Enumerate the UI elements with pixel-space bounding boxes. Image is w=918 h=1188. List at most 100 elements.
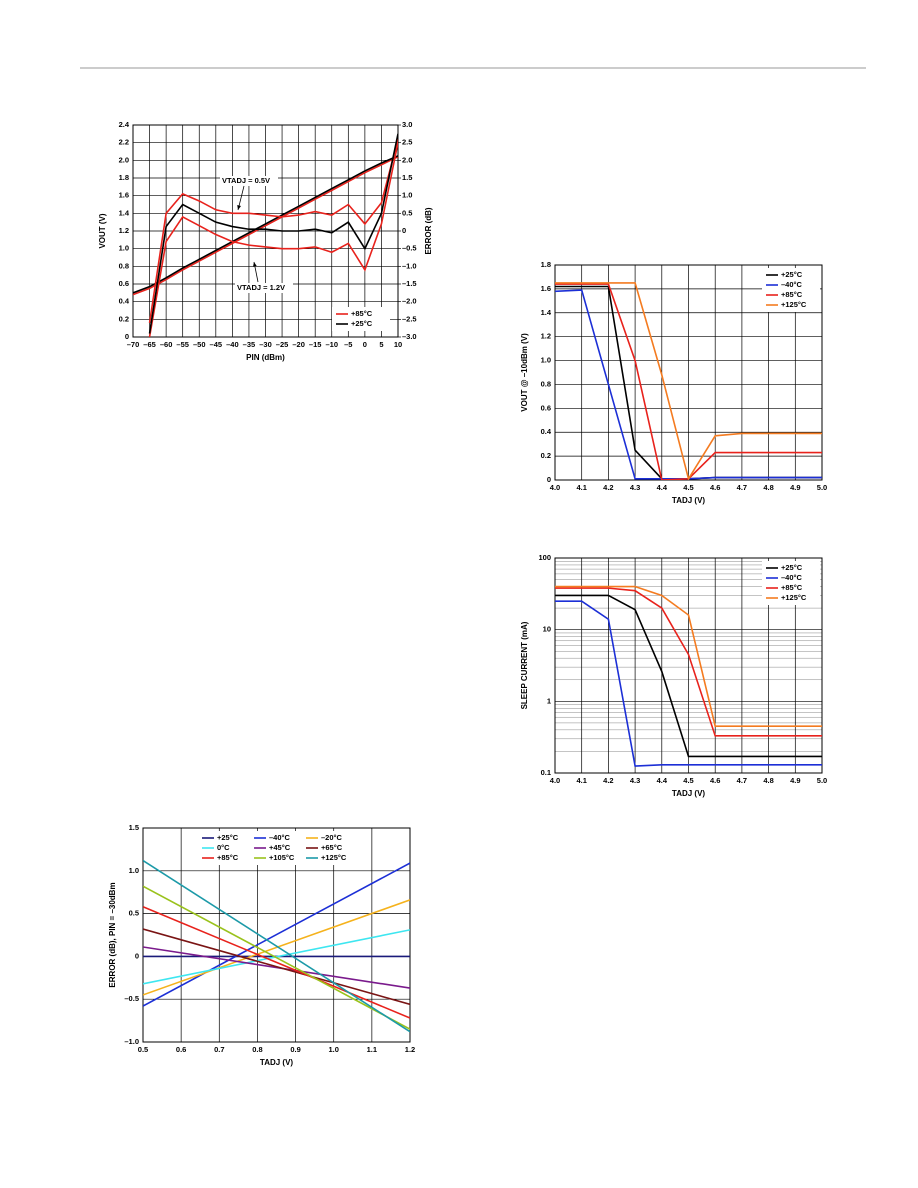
annotation-arrowhead: [252, 262, 257, 267]
y2-tick-label: 2.5: [402, 138, 412, 147]
y-axis-label: VOUT @ –10dBm (V): [520, 333, 529, 412]
y2-tick-label: –0.5: [402, 244, 417, 253]
legend-label: +25°C: [781, 563, 803, 572]
series-line: [148, 138, 398, 323]
x-tick-label: –65: [143, 340, 156, 349]
x-tick-label: 5.0: [817, 776, 827, 785]
x-tick-label: –60: [160, 340, 173, 349]
y-tick-label: 2.2: [119, 138, 129, 147]
legend-label: +65°C: [321, 843, 343, 852]
y-tick-label: 1.2: [119, 226, 129, 235]
x-tick-label: 5: [379, 340, 383, 349]
x-tick-label: 4.8: [763, 483, 773, 492]
y-tick-label: –0.5: [124, 994, 139, 1003]
plot-frame: [142, 827, 411, 1043]
x-tick-label: 4.1: [576, 483, 586, 492]
y-tick-label: 0.8: [119, 261, 129, 270]
x-tick-label: 0.6: [176, 1045, 186, 1054]
legend-label: +25°C: [351, 319, 373, 328]
annotation: VTADJ = 1.2V: [237, 283, 285, 292]
y-tick-label: 0: [135, 951, 139, 960]
y-tick-label: 1.8: [541, 260, 551, 269]
y-tick-label: 2.4: [119, 120, 130, 129]
legend-label: +85°C: [351, 309, 373, 318]
x-tick-label: –70: [127, 340, 140, 349]
x-axis-label: PIN (dBm): [246, 353, 285, 362]
series-line: [143, 885, 410, 1030]
x-tick-label: 0.7: [214, 1045, 224, 1054]
y-axis-label: VOUT (V): [98, 213, 107, 248]
x-tick-label: –25: [276, 340, 289, 349]
series-line: [143, 862, 410, 1007]
x-tick-label: 4.4: [657, 483, 668, 492]
series-line: [555, 282, 822, 480]
x-tick-label: 4.5: [683, 776, 693, 785]
x-tick-label: 4.2: [603, 483, 613, 492]
y-tick-label: 0.2: [541, 451, 551, 460]
legend-label: +25°C: [781, 270, 803, 279]
legend-label: –20°C: [321, 833, 343, 842]
x-tick-label: –30: [259, 340, 272, 349]
series-line: [555, 585, 822, 727]
y-tick-label: 0.6: [541, 403, 551, 412]
legend-label: +25°C: [217, 833, 239, 842]
y-tick-label: 0: [125, 332, 129, 341]
x-tick-label: 4.6: [710, 776, 720, 785]
y-tick-label: 0: [547, 475, 551, 484]
x-tick-label: 4.7: [737, 776, 747, 785]
legend-label: –40°C: [781, 280, 803, 289]
x-tick-label: –50: [193, 340, 206, 349]
y2-tick-label: 0: [402, 226, 406, 235]
x-tick-label: 1.1: [367, 1045, 377, 1054]
x-tick-label: 4.0: [550, 776, 560, 785]
legend-label: +85°C: [217, 853, 239, 862]
x-tick-label: –15: [309, 340, 322, 349]
series-line: [133, 155, 398, 294]
series-line: [555, 594, 822, 758]
y-tick-label: 0.8: [541, 379, 551, 388]
x-tick-label: 0: [363, 340, 367, 349]
x-tick-label: 10: [394, 340, 402, 349]
plot-frame: [132, 124, 399, 338]
x-tick-label: 1.2: [405, 1045, 415, 1054]
series-line: [143, 946, 410, 989]
legend-label: –40°C: [781, 573, 803, 582]
y-tick-label: 1.4: [541, 308, 552, 317]
legend-label: +105°C: [269, 853, 295, 862]
x-tick-label: 4.6: [710, 483, 720, 492]
x-tick-label: 4.4: [657, 776, 668, 785]
series-line: [133, 156, 398, 296]
annotation-backdrop: [220, 176, 278, 186]
y-tick-label: 100: [538, 553, 551, 562]
x-tick-label: –55: [176, 340, 189, 349]
x-tick-label: –20: [292, 340, 305, 349]
x-tick-label: –45: [210, 340, 223, 349]
y-axis-label: SLEEP CURRENT (mA): [520, 621, 529, 709]
y-tick-label: 1.5: [129, 823, 139, 832]
y-axis-label: ERROR (dB), PIN = –30dBm: [108, 882, 117, 987]
x-tick-label: –40: [226, 340, 239, 349]
legend-label: +125°C: [781, 593, 807, 602]
x-tick-label: 4.7: [737, 483, 747, 492]
y2-tick-label: 3.0: [402, 120, 412, 129]
y-tick-label: 10: [543, 625, 551, 634]
x-tick-label: 0.5: [138, 1045, 148, 1054]
y-tick-label: 1: [547, 696, 551, 705]
y2-tick-label: 2.0: [402, 155, 412, 164]
x-axis-label: TADJ (V): [672, 789, 706, 798]
x-tick-label: 4.0: [550, 483, 560, 492]
x-tick-label: –5: [344, 340, 352, 349]
y-tick-label: 1.6: [119, 191, 129, 200]
y2-tick-label: –1.5: [402, 279, 417, 288]
annotation-backdrop: [235, 283, 293, 293]
y-tick-label: 0.1: [541, 768, 551, 777]
y-tick-label: 0.2: [119, 314, 129, 323]
y-tick-label: 2.0: [119, 155, 129, 164]
x-axis-label: TADJ (V): [260, 1058, 294, 1067]
x-tick-label: 0.9: [290, 1045, 300, 1054]
y2-tick-label: 1.0: [402, 191, 412, 200]
plot-frame: [554, 557, 823, 774]
series-line: [143, 928, 410, 1006]
legend-label: 0°C: [217, 843, 230, 852]
